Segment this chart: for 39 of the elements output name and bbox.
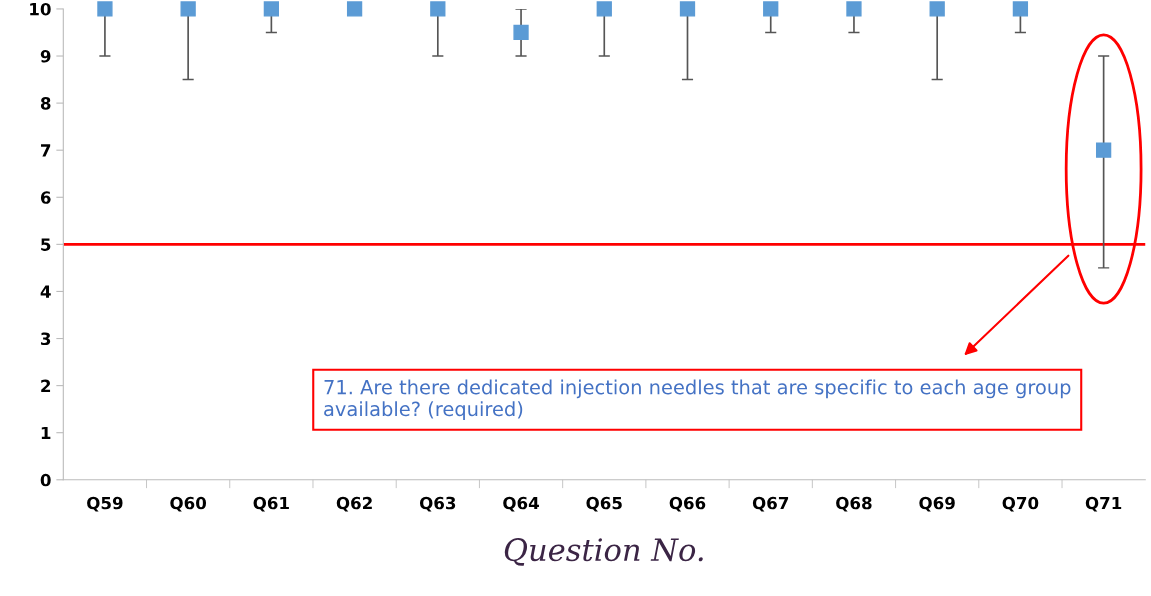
x-tick-label: Q61 — [253, 496, 289, 512]
x-tick-label: Q70 — [1002, 496, 1039, 512]
point — [1095, 142, 1112, 158]
x-tick-label: Q67 — [752, 496, 789, 512]
y-tick-label: 1 — [41, 426, 51, 440]
point — [763, 1, 779, 17]
y-tick-label: 9 — [40, 50, 51, 63]
y-tick-label: 0 — [40, 473, 51, 487]
y-tick-label: 5 — [41, 238, 51, 251]
y-tick-label: 7 — [41, 144, 51, 157]
point — [346, 1, 363, 17]
point — [430, 1, 446, 17]
point — [513, 24, 529, 41]
y-tick-label: 3 — [41, 332, 51, 346]
y-tick-label: 4 — [40, 285, 51, 298]
y-tick-label: 2 — [41, 379, 51, 392]
point — [679, 1, 696, 17]
y-tick-label: 8 — [40, 97, 51, 110]
point — [180, 1, 196, 17]
annotation: 71. Are there dedicated injection needles that are specific to each age group available? (required) — [324, 379, 1071, 421]
x-axis-title: Question No. — [504, 538, 703, 566]
point — [596, 1, 612, 17]
x-tick-label: Q71 — [1085, 496, 1122, 512]
x-tick-label: Q69 — [919, 496, 955, 512]
x-tick-label: Q62 — [336, 496, 372, 512]
point — [846, 1, 862, 17]
x-tick-label: Q66 — [669, 496, 706, 512]
x-tick-label: Q59 — [87, 496, 123, 512]
x-tick-label: Q63 — [419, 496, 456, 512]
y-tick-label: 6 — [40, 191, 51, 204]
point — [263, 1, 280, 17]
x-tick-label: Q60 — [170, 496, 207, 512]
x-tick-label: Q65 — [586, 496, 622, 512]
point — [1012, 1, 1029, 17]
x-tick-label: Q64 — [503, 496, 539, 512]
point — [929, 1, 945, 17]
y-tick-label: 10 — [30, 2, 51, 16]
point — [97, 1, 113, 17]
x-tick-label: Q68 — [836, 496, 872, 512]
